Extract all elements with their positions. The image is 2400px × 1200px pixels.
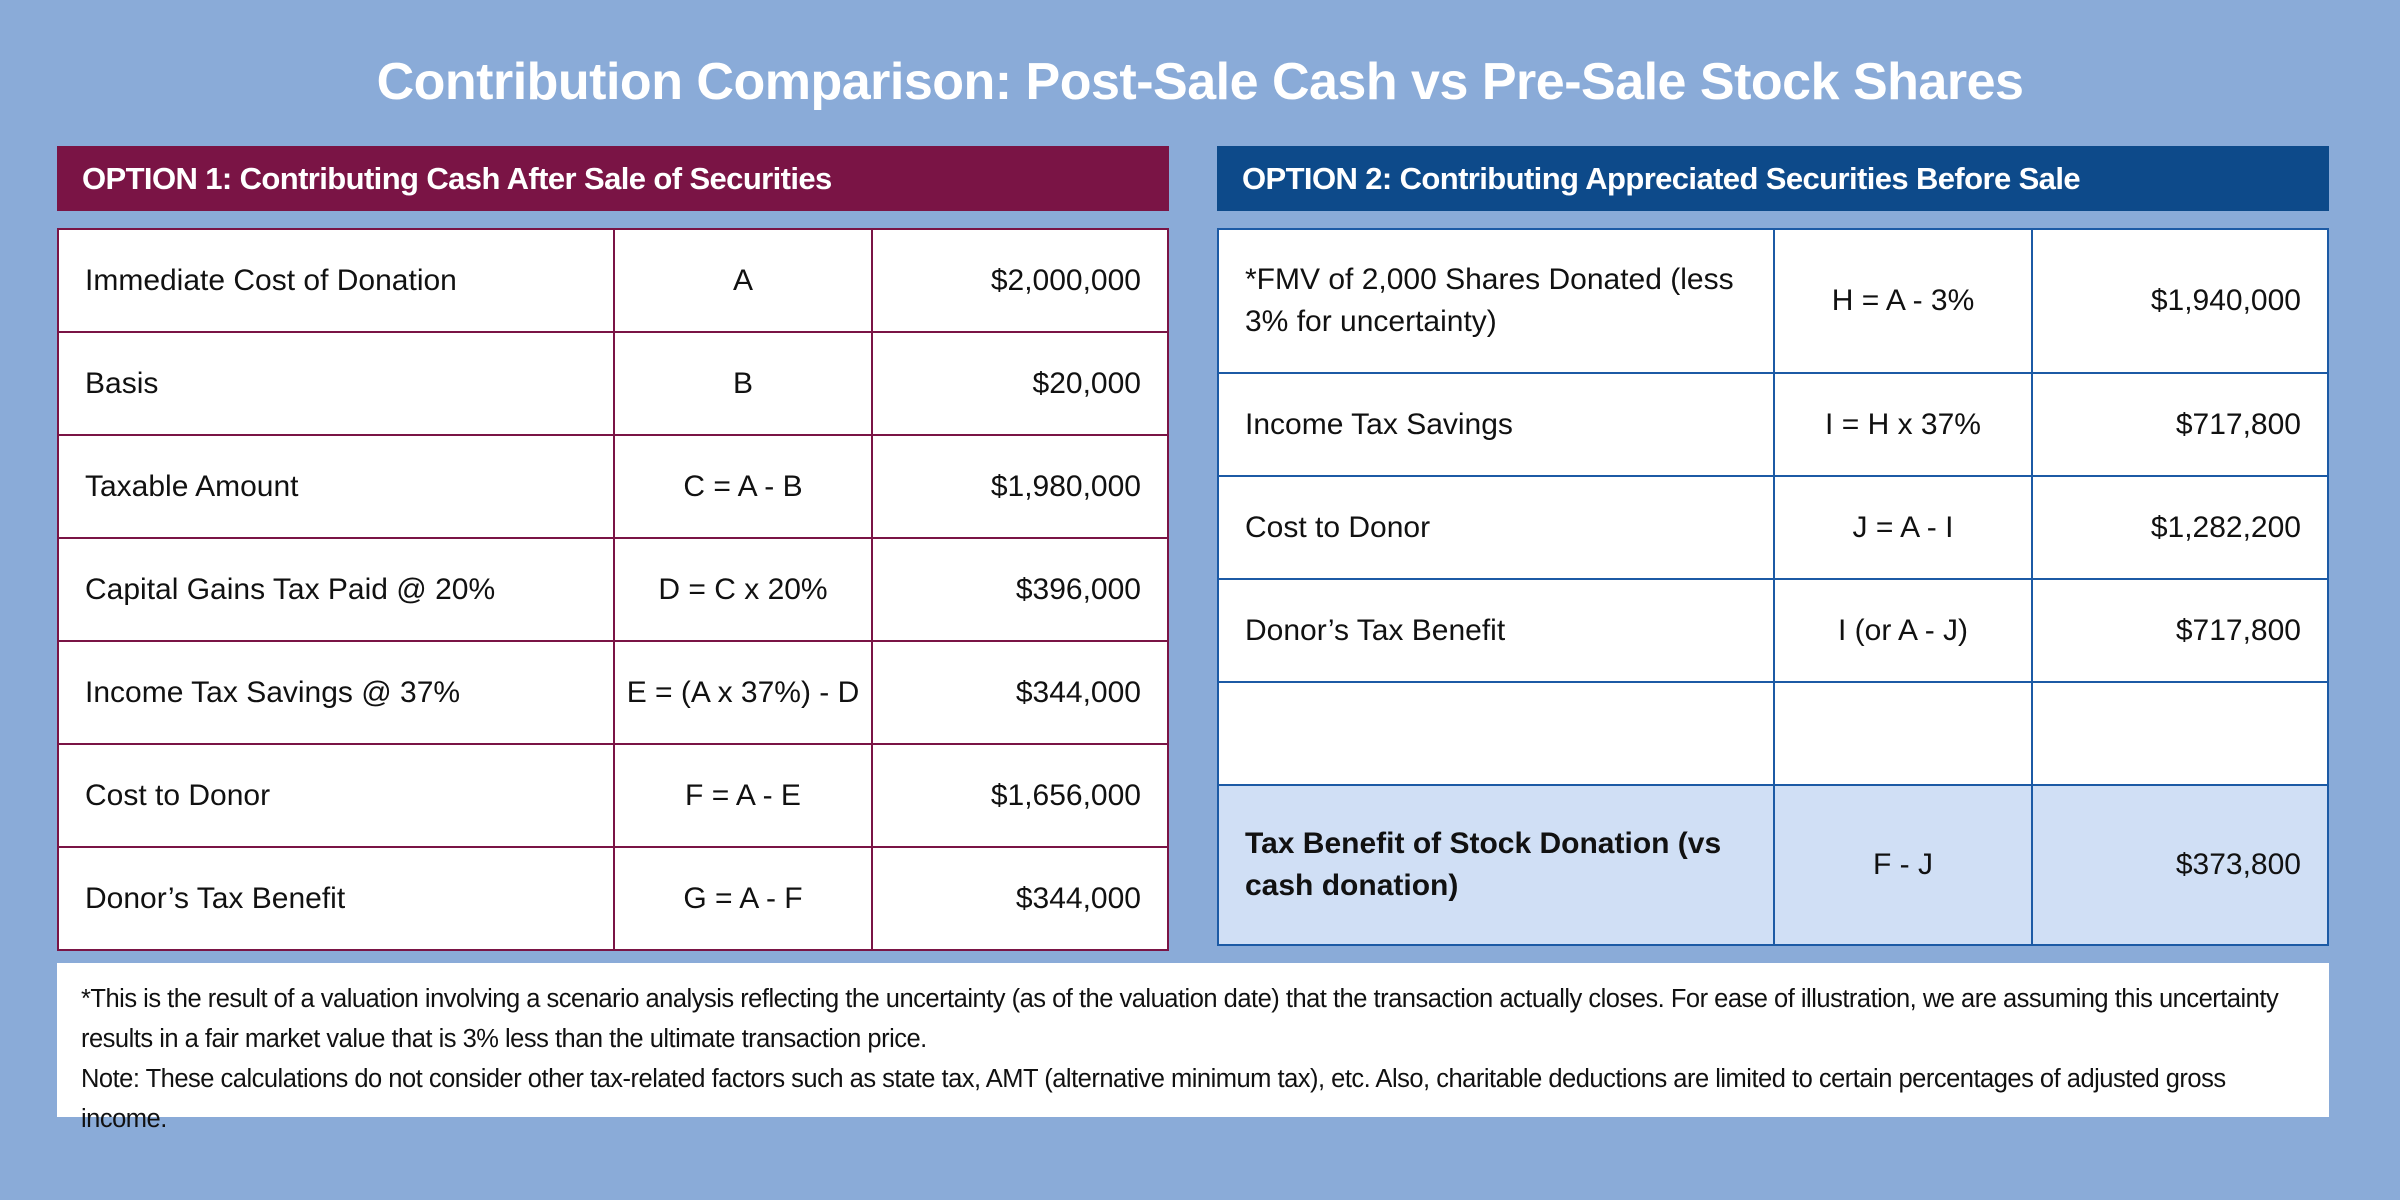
row-label: Income Tax Savings <box>1217 372 1775 477</box>
table-row: Donor’s Tax Benefit I (or A - J) $717,80… <box>1217 578 2329 683</box>
table-row: Capital Gains Tax Paid @ 20% D = C x 20%… <box>57 537 1169 642</box>
option2-table: *FMV of 2,000 Shares Donated (less 3% fo… <box>1217 228 2329 946</box>
table-row: *FMV of 2,000 Shares Donated (less 3% fo… <box>1217 228 2329 374</box>
table-row: Taxable Amount C = A - B $1,980,000 <box>57 434 1169 539</box>
table-row: Cost to Donor J = A - I $1,282,200 <box>1217 475 2329 580</box>
row-formula: H = A - 3% <box>1773 228 2033 374</box>
row-value: $2,000,000 <box>871 228 1169 333</box>
table-row: Donor’s Tax Benefit G = A - F $344,000 <box>57 846 1169 951</box>
row-label: Taxable Amount <box>57 434 615 539</box>
row-label <box>1217 681 1775 786</box>
row-label: Basis <box>57 331 615 436</box>
row-formula: I = H x 37% <box>1773 372 2033 477</box>
summary-row: Tax Benefit of Stock Donation (vs cash d… <box>1217 784 2329 946</box>
row-label: *FMV of 2,000 Shares Donated (less 3% fo… <box>1217 228 1775 374</box>
summary-label: Tax Benefit of Stock Donation (vs cash d… <box>1217 784 1775 946</box>
option1-panel: OPTION 1: Contributing Cash After Sale o… <box>57 146 1169 951</box>
row-value: $344,000 <box>871 846 1169 951</box>
row-formula: G = A - F <box>613 846 873 951</box>
row-value: $717,800 <box>2031 372 2329 477</box>
row-formula: B <box>613 331 873 436</box>
row-formula <box>1773 681 2033 786</box>
row-label: Cost to Donor <box>57 743 615 848</box>
option2-panel: OPTION 2: Contributing Appreciated Secur… <box>1217 146 2329 946</box>
row-formula: I (or A - J) <box>1773 578 2033 683</box>
row-label: Donor’s Tax Benefit <box>1217 578 1775 683</box>
table-row: Income Tax Savings @ 37% E = (A x 37%) -… <box>57 640 1169 745</box>
row-value: $344,000 <box>871 640 1169 745</box>
summary-formula: F - J <box>1773 784 2033 946</box>
row-formula: A <box>613 228 873 333</box>
notes-box: *This is the result of a valuation invol… <box>57 963 2329 1133</box>
row-value <box>2031 681 2329 786</box>
table-row: Basis B $20,000 <box>57 331 1169 436</box>
row-label: Cost to Donor <box>1217 475 1775 580</box>
row-formula: C = A - B <box>613 434 873 539</box>
row-label: Immediate Cost of Donation <box>57 228 615 333</box>
row-value: $396,000 <box>871 537 1169 642</box>
summary-value: $373,800 <box>2031 784 2329 946</box>
row-label: Income Tax Savings @ 37% <box>57 640 615 745</box>
row-label: Capital Gains Tax Paid @ 20% <box>57 537 615 642</box>
row-formula: D = C x 20% <box>613 537 873 642</box>
row-value: $1,282,200 <box>2031 475 2329 580</box>
page-title: Contribution Comparison: Post-Sale Cash … <box>376 53 2024 111</box>
row-value: $1,980,000 <box>871 434 1169 539</box>
table-row: Cost to Donor F = A - E $1,656,000 <box>57 743 1169 848</box>
option1-header: OPTION 1: Contributing Cash After Sale o… <box>57 146 1169 211</box>
row-formula: E = (A x 37%) - D <box>613 640 873 745</box>
row-value: $1,656,000 <box>871 743 1169 848</box>
row-formula: F = A - E <box>613 743 873 848</box>
row-value: $1,940,000 <box>2031 228 2329 374</box>
row-label: Donor’s Tax Benefit <box>57 846 615 951</box>
footnote-text: *This is the result of a valuation invol… <box>81 985 2279 1053</box>
table-row: Income Tax Savings I = H x 37% $717,800 <box>1217 372 2329 477</box>
row-value: $717,800 <box>2031 578 2329 683</box>
option1-table: Immediate Cost of Donation A $2,000,000 … <box>57 228 1169 951</box>
empty-row <box>1217 681 2329 786</box>
option2-header: OPTION 2: Contributing Appreciated Secur… <box>1217 146 2329 211</box>
table-row: Immediate Cost of Donation A $2,000,000 <box>57 228 1169 333</box>
row-formula: J = A - I <box>1773 475 2033 580</box>
row-value: $20,000 <box>871 331 1169 436</box>
note-text: Note: These calculations do not consider… <box>81 1065 2226 1133</box>
